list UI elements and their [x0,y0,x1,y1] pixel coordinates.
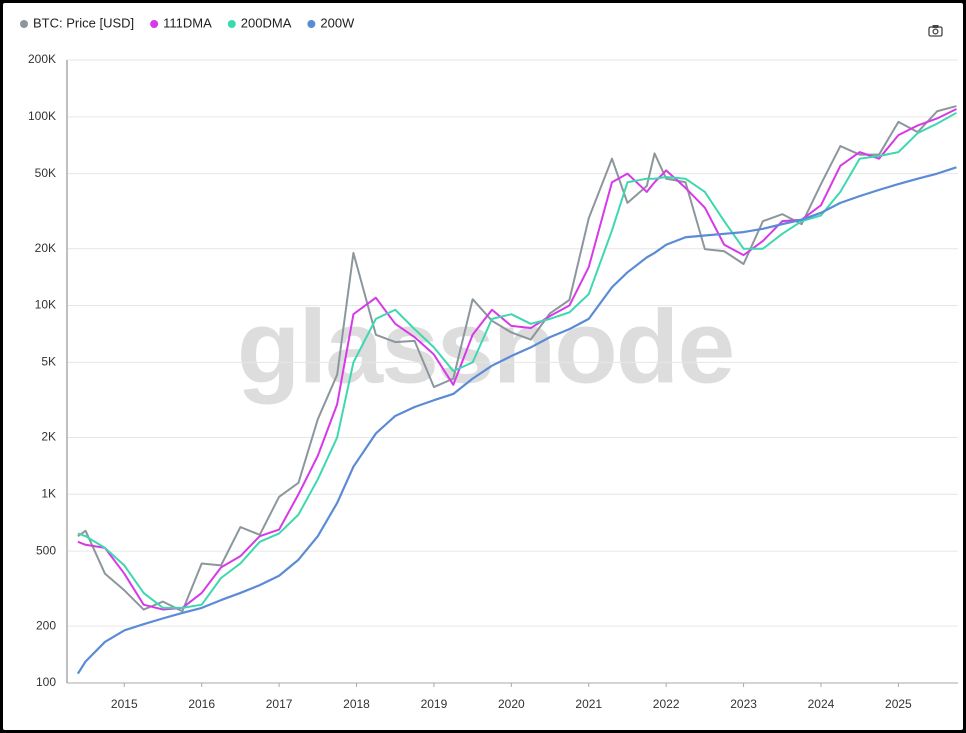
legend-item[interactable]: BTC: Price [USD] [20,15,134,30]
x-tick-label: 2016 [188,697,215,711]
legend-text: BTC: Price [USD] [33,15,134,30]
legend-dot [150,20,159,28]
y-tick-label: 20K [35,241,56,255]
y-tick-label: 500 [36,543,56,557]
y-tick-label: 200 [36,618,56,632]
x-tick-label: 2022 [653,697,680,711]
series-line [77,108,957,611]
series-line [77,111,957,609]
x-tick-label: 2018 [343,697,370,711]
legend-dot [20,20,28,28]
x-tick-label: 2019 [421,697,448,711]
y-tick-label: 10K [35,298,56,312]
x-tick-label: 2017 [266,697,293,711]
legend-text: 111DMA [163,15,212,30]
y-tick-label: 200K [28,52,56,66]
camera-icon[interactable] [928,25,943,37]
x-tick-label: 2021 [575,697,602,711]
x-tick-label: 2015 [111,697,138,711]
y-tick-label: 100K [28,109,56,123]
x-tick-label: 2025 [885,697,912,711]
y-tick-label: 5K [41,355,56,369]
legend-item[interactable]: 200W [307,15,355,30]
y-tick-label: 2K [41,430,56,444]
x-tick-label: 2020 [498,697,525,711]
legend-text: 200DMA [241,15,292,30]
legend-dot [227,20,236,28]
x-tick-label: 2024 [808,697,835,711]
legend-text: 200W [320,15,355,30]
x-tick-label: 2023 [730,697,757,711]
y-tick-label: 50K [35,166,56,180]
series-line [76,166,957,675]
y-tick-label: 100 [36,675,56,689]
watermark: glassnode [237,289,733,405]
legend-item[interactable]: 111DMA [150,15,212,30]
legend-dot [307,20,316,28]
legend-item[interactable]: 200DMA [227,15,292,30]
y-tick-label: 1K [41,486,56,500]
